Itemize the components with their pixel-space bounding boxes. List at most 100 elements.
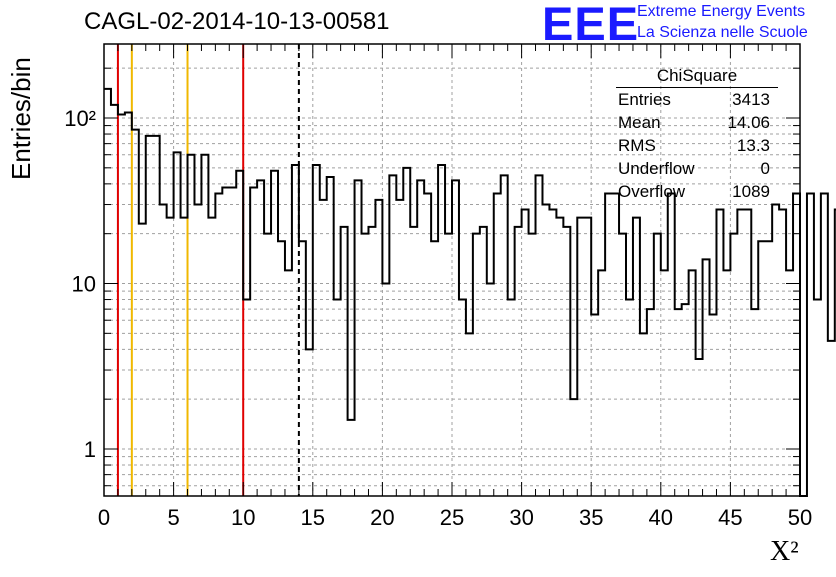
stats-label: Overflow xyxy=(618,182,686,201)
x-tick-label: 35 xyxy=(579,505,603,530)
histogram-bin xyxy=(821,193,828,496)
x-tick-label: 0 xyxy=(98,505,110,530)
stats-value: 1089 xyxy=(732,182,770,201)
histogram-bin xyxy=(313,165,320,496)
stats-title: ChiSquare xyxy=(616,66,778,88)
histogram-bin xyxy=(285,270,292,496)
histogram-bin xyxy=(556,218,563,496)
y-tick-label: 10 xyxy=(72,272,96,297)
histogram-bin xyxy=(542,205,549,496)
histogram-bin xyxy=(410,227,417,496)
histogram-bin xyxy=(814,300,821,496)
stats-value: 14.06 xyxy=(727,113,770,132)
stats-row-underflow: Underflow 0 xyxy=(612,157,780,180)
histogram-bin xyxy=(508,300,515,496)
histogram-bin xyxy=(494,193,501,496)
x-tick-label: 5 xyxy=(167,505,179,530)
stats-box: ChiSquare Entries 3413 Mean 14.06 RMS 13… xyxy=(612,66,780,203)
histogram-bin xyxy=(160,205,167,496)
stats-value: 0 xyxy=(760,159,770,178)
histogram-bin xyxy=(299,241,306,496)
stats-value: 13.3 xyxy=(736,136,770,155)
histogram-bin xyxy=(118,114,125,496)
x-tick-label: 50 xyxy=(788,505,812,530)
histogram-bin xyxy=(744,209,751,496)
histogram-bin xyxy=(438,165,445,496)
histogram-bin xyxy=(570,399,577,496)
histogram-bin xyxy=(758,241,765,496)
histogram-bin xyxy=(689,270,696,496)
histogram-bin xyxy=(605,193,612,496)
histogram-bin xyxy=(306,349,313,496)
histogram-bin xyxy=(278,241,285,496)
stats-row-rms: RMS 13.3 xyxy=(612,134,780,157)
y-tick-label: 1 xyxy=(84,437,96,462)
histogram-bin xyxy=(549,209,556,496)
histogram-bin xyxy=(598,270,605,496)
eee-logo-mark: EEE xyxy=(542,0,640,50)
eee-logo-line1: Extreme Energy Events xyxy=(637,3,806,20)
histogram-bin xyxy=(626,300,633,496)
histogram-bin xyxy=(487,284,494,496)
histogram-bin xyxy=(696,359,703,496)
histogram-bin xyxy=(403,168,410,496)
histogram-bin xyxy=(188,155,195,496)
histogram-bin xyxy=(522,209,529,496)
histogram-outline xyxy=(104,87,836,497)
run-title: CAGL-02-2014-10-13-00581 xyxy=(84,8,390,35)
histogram-bin xyxy=(368,227,375,496)
eee-logo-line2: La Scienza nelle Scuole xyxy=(637,24,808,41)
histogram-bin xyxy=(591,314,598,496)
histogram-bin xyxy=(104,89,111,496)
histogram-bin xyxy=(536,175,543,496)
x-axis-title: X² xyxy=(770,536,799,567)
x-tick-label: 25 xyxy=(440,505,464,530)
histogram-bin xyxy=(668,193,675,496)
histogram-bin xyxy=(341,227,348,496)
histogram-bin xyxy=(320,200,327,496)
histogram-bin xyxy=(723,270,730,496)
histogram-bin xyxy=(181,218,188,496)
histogram-bin xyxy=(215,193,222,496)
histogram-bin xyxy=(389,175,396,496)
histogram-bin xyxy=(125,112,132,496)
histogram-bin xyxy=(348,420,355,496)
histogram-bin xyxy=(480,227,487,496)
histogram-bin xyxy=(431,241,438,496)
stats-label: Underflow xyxy=(618,159,695,178)
histogram-bin xyxy=(772,205,779,496)
x-tick-label: 45 xyxy=(718,505,742,530)
histogram-bin xyxy=(661,270,668,496)
histogram-bin xyxy=(807,193,814,496)
histogram-bin xyxy=(703,259,710,496)
histogram-bin xyxy=(167,218,174,496)
histogram-bin xyxy=(459,300,466,496)
histogram-bin xyxy=(243,300,250,496)
stats-value: 3413 xyxy=(732,90,770,109)
histogram-bin xyxy=(640,333,647,496)
histogram-bin xyxy=(633,218,640,496)
histogram-bin xyxy=(828,341,835,496)
stats-row-entries: Entries 3413 xyxy=(612,88,780,111)
y-tick-label: 10² xyxy=(64,106,96,131)
histogram-bin xyxy=(375,200,382,496)
stats-label: Entries xyxy=(618,90,671,109)
histogram-bin xyxy=(584,218,591,496)
histogram-bin xyxy=(132,130,139,496)
histogram-bin xyxy=(396,200,403,496)
histogram-bin xyxy=(111,105,118,496)
histogram-bin xyxy=(793,193,800,496)
histogram-bin xyxy=(466,333,473,496)
histogram-bin xyxy=(292,165,299,496)
histogram-bin xyxy=(716,209,723,496)
x-tick-label: 20 xyxy=(370,505,394,530)
histogram-bin xyxy=(174,152,181,496)
histogram-bin xyxy=(751,309,758,496)
histogram-bin xyxy=(786,270,793,496)
histogram-bin xyxy=(612,193,619,496)
x-tick-label: 30 xyxy=(509,505,533,530)
histogram-bin xyxy=(146,136,153,496)
histogram-bin xyxy=(201,155,208,496)
